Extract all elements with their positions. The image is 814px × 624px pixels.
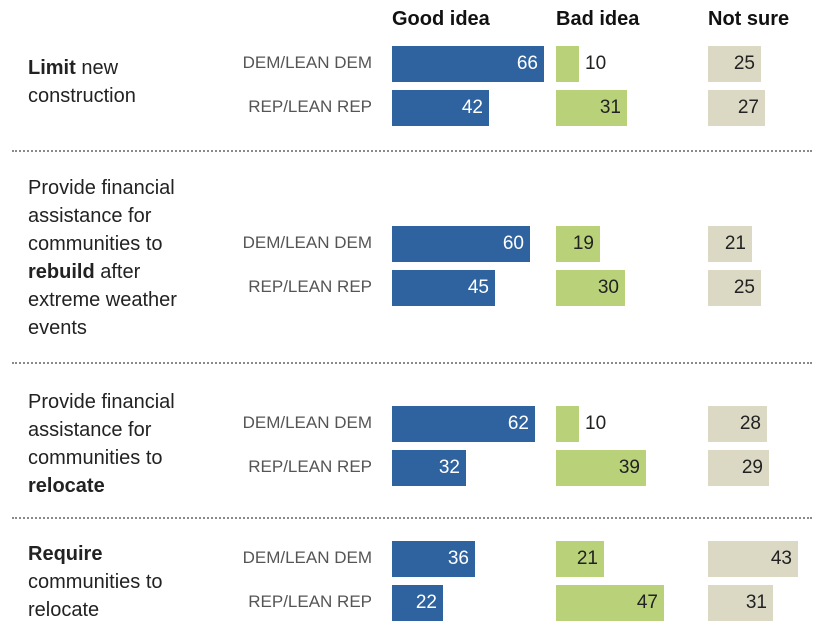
value-label: 25 xyxy=(733,53,755,74)
divider xyxy=(12,150,812,152)
value-label: 45 xyxy=(467,277,489,298)
bar-good xyxy=(392,450,466,486)
value-label: 22 xyxy=(415,592,437,613)
party-label: DEM/LEAN DEM xyxy=(242,548,372,567)
party-label: REP/LEAN REP xyxy=(248,97,372,116)
value-label: 21 xyxy=(576,548,598,569)
bar-unsure xyxy=(708,90,765,126)
bar-bad xyxy=(556,226,600,262)
bar-good xyxy=(392,46,544,82)
bar-good xyxy=(392,406,535,442)
bar-unsure xyxy=(708,450,769,486)
value-label: 60 xyxy=(502,233,524,254)
bar-bad xyxy=(556,541,604,577)
divider xyxy=(12,517,812,519)
value-label: 28 xyxy=(739,413,761,434)
bar-unsure xyxy=(708,46,761,82)
value-label: 10 xyxy=(585,53,607,74)
divider xyxy=(12,362,812,364)
party-label: DEM/LEAN DEM xyxy=(242,413,372,432)
party-label: REP/LEAN REP xyxy=(248,592,372,611)
value-label: 32 xyxy=(438,457,460,478)
bar-unsure xyxy=(708,226,752,262)
value-label: 29 xyxy=(741,457,763,478)
party-label: REP/LEAN REP xyxy=(248,457,372,476)
question-label: Provide financial assistance for communi… xyxy=(28,391,175,497)
header-not-sure: Not sure xyxy=(708,8,790,30)
bar-good xyxy=(392,585,443,621)
bar-unsure xyxy=(708,585,773,621)
party-label: DEM/LEAN DEM xyxy=(242,233,372,252)
bar-bad xyxy=(556,90,627,126)
value-label: 19 xyxy=(572,233,594,254)
value-label: 25 xyxy=(733,277,755,298)
value-label: 47 xyxy=(636,592,658,613)
party-label: REP/LEAN REP xyxy=(248,277,372,296)
bar-good xyxy=(392,541,475,577)
value-label: 21 xyxy=(724,233,746,254)
bar-good xyxy=(392,90,489,126)
bar-bad xyxy=(556,450,646,486)
bar-good xyxy=(392,270,495,306)
bar-unsure xyxy=(708,270,761,306)
value-label: 62 xyxy=(507,413,529,434)
value-label: 27 xyxy=(737,97,759,118)
value-label: 30 xyxy=(597,277,619,298)
value-label: 31 xyxy=(599,97,621,118)
value-label: 43 xyxy=(770,548,792,569)
value-label: 39 xyxy=(618,457,640,478)
header-good-idea: Good idea xyxy=(392,8,490,30)
bar-bad xyxy=(556,585,664,621)
value-label: 36 xyxy=(447,548,469,569)
question-label: Provide financial assistance for communi… xyxy=(28,177,177,339)
question-label: Require communities to relocate xyxy=(28,543,163,621)
bar-unsure xyxy=(708,541,798,577)
header-bad-idea: Bad idea xyxy=(556,8,640,30)
bar-unsure xyxy=(708,406,767,442)
bar-bad xyxy=(556,270,625,306)
value-label: 42 xyxy=(461,97,483,118)
bar-bad xyxy=(556,46,579,82)
question-label: Limit new construction xyxy=(28,57,136,107)
bar-good xyxy=(392,226,530,262)
value-label: 10 xyxy=(585,413,607,434)
party-label: DEM/LEAN DEM xyxy=(242,53,372,72)
value-label: 31 xyxy=(745,592,767,613)
value-label: 66 xyxy=(516,53,538,74)
bar-bad xyxy=(556,406,579,442)
